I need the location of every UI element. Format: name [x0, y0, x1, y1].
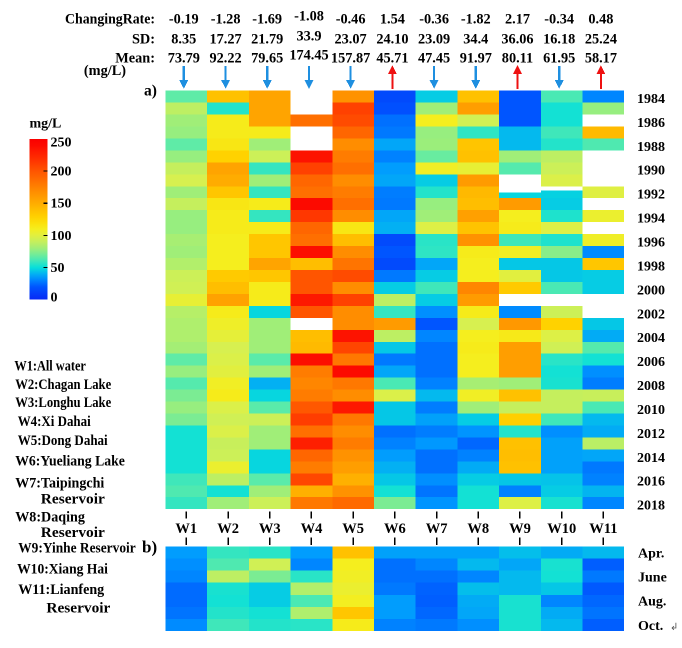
svg-text:92.22: 92.22	[210, 51, 242, 67]
svg-text:2014: 2014	[637, 451, 665, 466]
svg-text:-1.82: -1.82	[461, 12, 491, 28]
svg-text:W5: W5	[342, 521, 364, 537]
svg-text:W4: W4	[301, 521, 323, 537]
svg-text:W7:Taipingchi: W7:Taipingchi	[15, 476, 104, 492]
svg-text:W2: W2	[217, 521, 239, 537]
svg-text:157.87: 157.87	[331, 51, 370, 67]
svg-text:1994: 1994	[637, 212, 665, 227]
svg-text:0: 0	[51, 290, 58, 305]
svg-text:2016: 2016	[637, 475, 665, 490]
svg-text:b): b)	[142, 538, 157, 557]
svg-text:-0.34: -0.34	[544, 12, 574, 28]
svg-text:2004: 2004	[637, 331, 665, 346]
svg-text:16.18: 16.18	[543, 32, 575, 48]
svg-text:W11: W11	[589, 521, 617, 537]
svg-text:79.65: 79.65	[251, 51, 283, 67]
svg-text:80.11: 80.11	[502, 51, 533, 67]
svg-text:W8: W8	[467, 521, 489, 537]
svg-text:1.54: 1.54	[380, 12, 405, 28]
svg-text:61.95: 61.95	[543, 51, 575, 67]
svg-text:Aug.: Aug.	[638, 595, 666, 610]
svg-text:Reservoir: Reservoir	[46, 601, 110, 617]
svg-text:1992: 1992	[637, 188, 665, 203]
svg-text:W6:Yueliang Lake: W6:Yueliang Lake	[15, 454, 125, 470]
svg-text:21.79: 21.79	[251, 32, 283, 48]
svg-text:↲: ↲	[670, 622, 678, 633]
svg-text:-0.36: -0.36	[419, 12, 449, 28]
svg-text:W9: W9	[509, 521, 531, 537]
svg-text:23.09: 23.09	[418, 32, 450, 48]
svg-text:100: 100	[51, 229, 72, 244]
svg-text:73.79: 73.79	[168, 51, 200, 67]
svg-text:Apr.: Apr.	[638, 546, 664, 561]
svg-text:17.27: 17.27	[210, 32, 242, 48]
svg-text:-0.19: -0.19	[169, 12, 199, 28]
svg-text:Reservoir: Reservoir	[41, 525, 105, 541]
svg-text:-0.46: -0.46	[336, 12, 366, 28]
svg-text:W9:Yinhe Reservoir: W9:Yinhe Reservoir	[18, 541, 135, 557]
svg-text:58.17: 58.17	[585, 51, 617, 67]
svg-text:2008: 2008	[637, 379, 665, 394]
svg-text:Reservoir: Reservoir	[41, 492, 105, 508]
svg-text:W5:Dong Dahai: W5:Dong Dahai	[18, 433, 108, 449]
svg-text:1990: 1990	[637, 164, 665, 179]
svg-text:34.4: 34.4	[463, 32, 488, 48]
svg-text:W3: W3	[259, 521, 281, 537]
svg-text:23.07: 23.07	[335, 32, 367, 48]
svg-text:W1:All water: W1:All water	[14, 359, 86, 375]
svg-text:250: 250	[51, 136, 72, 151]
svg-text:2012: 2012	[637, 427, 665, 442]
svg-text:1984: 1984	[637, 92, 665, 107]
svg-text:25.24: 25.24	[585, 32, 617, 48]
svg-text:2002: 2002	[637, 307, 665, 322]
svg-text:a): a)	[144, 83, 157, 100]
svg-text:Mean:: Mean:	[115, 51, 155, 67]
svg-text:24.10: 24.10	[376, 32, 408, 48]
svg-text:8.35: 8.35	[171, 32, 196, 48]
svg-text:1996: 1996	[637, 236, 665, 251]
svg-text:W10:Xiang Hai: W10:Xiang Hai	[17, 562, 108, 578]
svg-text:2010: 2010	[637, 403, 665, 418]
svg-text:0.48: 0.48	[588, 12, 613, 28]
svg-text:W7: W7	[426, 521, 448, 537]
svg-text:2000: 2000	[637, 283, 665, 298]
svg-text:91.97: 91.97	[460, 51, 492, 67]
svg-text:W8:Daqing: W8:Daqing	[15, 510, 85, 526]
svg-text:1986: 1986	[637, 116, 665, 131]
svg-text:2006: 2006	[637, 355, 665, 370]
svg-text:1998: 1998	[637, 259, 665, 274]
svg-text:-1.69: -1.69	[252, 12, 282, 28]
svg-text:-1.08: -1.08	[294, 9, 324, 25]
svg-text:W6: W6	[384, 521, 406, 537]
svg-text:-1.28: -1.28	[211, 12, 241, 28]
svg-text:W4:Xi Dahai: W4:Xi Dahai	[18, 414, 91, 430]
svg-text:June: June	[638, 571, 667, 586]
svg-text:1988: 1988	[637, 140, 665, 155]
svg-text:33.9: 33.9	[296, 29, 321, 45]
svg-text:2.17: 2.17	[505, 12, 530, 28]
svg-text:W1: W1	[175, 521, 197, 537]
svg-text:SD:: SD:	[132, 32, 155, 48]
svg-text:mg/L: mg/L	[30, 117, 62, 132]
svg-text:45.71: 45.71	[376, 51, 408, 67]
svg-text:200: 200	[51, 165, 72, 180]
svg-text:Oct.: Oct.	[638, 619, 663, 634]
svg-text:W3:Longhu Lake: W3:Longhu Lake	[15, 395, 111, 411]
svg-text:W11:Lianfeng: W11:Lianfeng	[18, 582, 104, 598]
svg-text:2018: 2018	[637, 499, 665, 514]
svg-text:ChangingRate:: ChangingRate:	[65, 12, 155, 28]
svg-text:150: 150	[51, 197, 72, 212]
svg-text:W2:Chagan Lake: W2:Chagan Lake	[15, 377, 111, 393]
svg-text:174.45: 174.45	[289, 48, 328, 64]
svg-text:47.45: 47.45	[418, 51, 450, 67]
svg-text:W10: W10	[547, 521, 576, 537]
svg-text:(mg/L): (mg/L)	[84, 63, 126, 79]
svg-text:50: 50	[51, 261, 65, 276]
svg-text:36.06: 36.06	[501, 32, 533, 48]
